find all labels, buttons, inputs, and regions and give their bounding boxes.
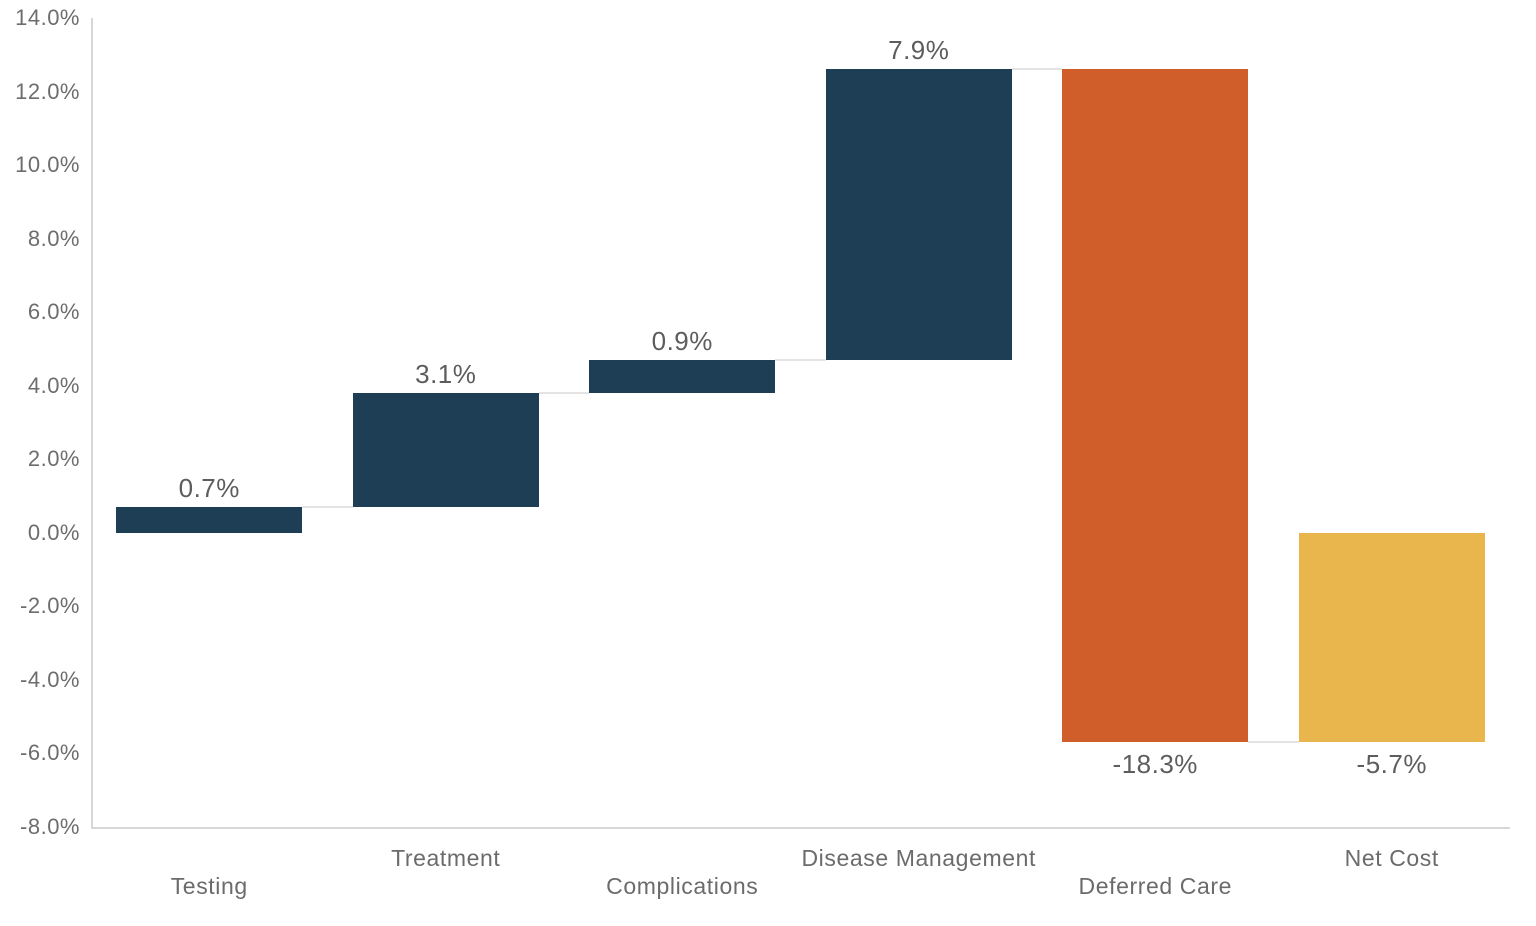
y-tick-label--8-0-: -8.0%	[20, 814, 80, 839]
category-label-treatment: Treatment	[391, 845, 501, 871]
connector-complications-to-disease-management	[775, 358, 826, 361]
y-tick-label-12-0-: 12.0%	[15, 78, 80, 104]
value-label-complications: 0.9%	[651, 325, 713, 356]
bar-testing	[116, 507, 303, 533]
y-tick-label-4-0-: 4.0%	[27, 372, 80, 398]
connector-disease-management-to-deferred-care	[1011, 68, 1063, 71]
connector-testing-to-treatment	[302, 506, 353, 509]
connector-treatment-to-complications	[538, 392, 590, 395]
y-tick-label--2-0-: -2.0%	[20, 593, 80, 619]
bar-treatment	[352, 393, 539, 508]
category-label-net-cost: Net Cost	[1344, 845, 1439, 871]
y-tick-label-14-0-: 14.0%	[15, 5, 80, 30]
y-tick-label-8-0-: 8.0%	[27, 225, 80, 251]
x-axis-line	[91, 827, 1510, 829]
y-tick-label-0-0-: 0.0%	[27, 519, 80, 545]
bar-deferred-care	[1062, 69, 1249, 743]
bar-net-cost	[1298, 532, 1485, 743]
y-tick-label-2-0-: 2.0%	[27, 446, 80, 472]
value-label-testing: 0.7%	[178, 473, 240, 504]
category-label-disease-management: Disease Management	[801, 845, 1037, 871]
value-label-treatment: 3.1%	[415, 359, 477, 390]
y-tick-label--6-0-: -6.0%	[20, 740, 80, 766]
connector-deferred-care-to-net-cost	[1248, 741, 1299, 744]
category-label-testing: Testing	[170, 873, 248, 899]
bar-disease-management	[825, 69, 1012, 360]
value-label-deferred-care: -18.3%	[1112, 749, 1198, 780]
bar-complications	[589, 359, 776, 394]
value-label-net-cost: -5.7%	[1356, 749, 1427, 780]
category-label-deferred-care: Deferred Care	[1078, 873, 1233, 899]
category-label-complications: Complications	[606, 873, 759, 899]
y-tick-label--4-0-: -4.0%	[20, 666, 80, 692]
y-tick-label-6-0-: 6.0%	[27, 299, 80, 325]
y-axis-line	[91, 18, 93, 827]
y-tick-label-10-0-: 10.0%	[15, 152, 80, 178]
value-label-disease-management: 7.9%	[888, 35, 950, 66]
